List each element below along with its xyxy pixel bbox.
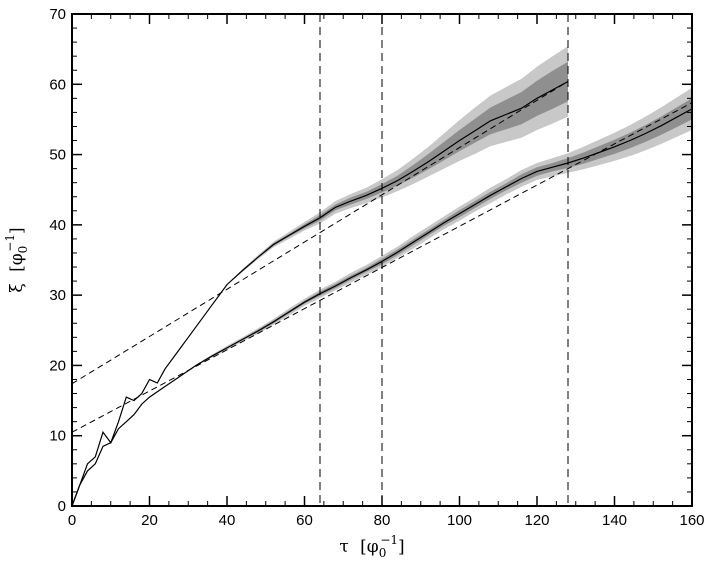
band-layer xyxy=(72,46,692,507)
y-tick-label: 40 xyxy=(49,217,66,234)
fit-line-1 xyxy=(71,80,569,385)
y-axis-unit-close: ] xyxy=(7,227,27,234)
y-tick-label: 10 xyxy=(49,428,66,445)
series-line-2 xyxy=(71,108,693,507)
tick-layer xyxy=(71,13,693,507)
y-tick-label: 60 xyxy=(49,76,66,93)
x-tick-label: 80 xyxy=(374,512,391,529)
x-axis-unit-superscript: −1 xyxy=(380,533,398,547)
x-tick-label: 60 xyxy=(296,512,313,529)
x-tick-label: 40 xyxy=(219,512,236,529)
series-line-1 xyxy=(71,80,569,507)
outer-band-1 xyxy=(72,46,568,507)
y-axis-symbol: ξ xyxy=(7,283,27,292)
y-axis-unit-open: [ xyxy=(7,265,27,272)
y-tick-label: 70 xyxy=(49,6,66,23)
y-tick-label: 0 xyxy=(58,498,66,515)
outer-band-2 xyxy=(72,87,692,507)
x-tick-label: 120 xyxy=(524,512,549,529)
x-axis-unit-open: [ xyxy=(360,537,367,557)
y-axis-unit-superscript: −1 xyxy=(3,234,17,252)
y-tick-label: 20 xyxy=(49,357,66,374)
x-tick-label: 140 xyxy=(602,512,627,529)
inner-band-1 xyxy=(72,61,568,507)
x-tick-label: 0 xyxy=(68,512,76,529)
x-axis-unit-subscript: 0 xyxy=(379,546,387,560)
y-axis-label: ξ [φ0−1] xyxy=(3,227,30,292)
x-axis-unit-close: ] xyxy=(398,537,405,557)
tick-label-layer: 0 20 40 60 80 100 120 140 160 0 10 20 30 40 50 60 70 xyxy=(49,6,704,529)
inner-band-2 xyxy=(72,98,692,507)
x-tick-label: 20 xyxy=(141,512,158,529)
y-axis-unit-subscript: 0 xyxy=(16,246,30,254)
x-tick-label: 160 xyxy=(679,512,704,529)
y-tick-label: 50 xyxy=(49,147,66,164)
x-tick-label: 100 xyxy=(447,512,472,529)
x-axis-symbol: τ xyxy=(339,537,348,557)
y-axis-unit-base: φ xyxy=(7,253,27,265)
x-axis-unit-base: φ xyxy=(367,537,379,557)
series-line-layer xyxy=(71,80,693,507)
x-axis-label: τ [φ0−1] xyxy=(339,533,404,560)
vertical-line-layer xyxy=(319,14,569,506)
y-tick-label: 30 xyxy=(49,287,66,304)
fit-line-2 xyxy=(71,102,693,433)
fit-line-layer xyxy=(71,80,693,433)
